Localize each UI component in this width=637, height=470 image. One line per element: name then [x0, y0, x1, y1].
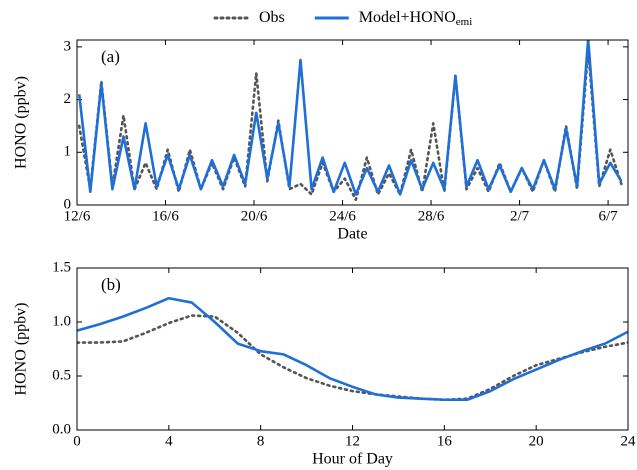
x-tick-label: 16/6 — [152, 208, 179, 224]
data-line — [77, 296, 628, 402]
legend-name: Obs — [259, 9, 285, 26]
x-axis-title: Hour of Day — [312, 451, 393, 468]
panel-label: (a) — [101, 47, 120, 66]
data-line — [77, 314, 628, 402]
x-tick-label: 8 — [257, 433, 265, 449]
data-line — [77, 40, 623, 196]
legend-label: Model+HONOemi — [359, 9, 473, 28]
x-axis-title: Date — [337, 226, 367, 243]
x-tick-label: 20 — [529, 433, 544, 449]
plot-frame — [76, 267, 629, 431]
x-tick-label: 24/6 — [329, 208, 356, 224]
legend-label: Obs — [259, 9, 285, 26]
x-tick-label: 2/7 — [510, 208, 530, 224]
legend-name: Model+HONO — [359, 9, 456, 26]
y-tick-label: 2 — [64, 91, 72, 107]
y-tick-label: 1.5 — [52, 259, 71, 275]
x-tick-label: 12 — [345, 433, 360, 449]
x-tick-label: 16 — [437, 433, 453, 449]
x-tick-label: 12/6 — [64, 208, 91, 224]
y-axis-title: HONO (ppbv) — [13, 76, 30, 169]
x-tick-label: 24 — [621, 433, 637, 449]
y-tick-label: 0.5 — [52, 367, 71, 383]
y-tick-label: 1.0 — [52, 313, 71, 329]
y-tick-label: 1 — [64, 144, 72, 160]
y-tick-label: 3 — [64, 38, 72, 54]
y-tick-label: 0.0 — [52, 421, 71, 437]
plot-frame — [76, 39, 629, 206]
legend-subscript: emi — [456, 16, 473, 28]
x-tick-label: 6/7 — [598, 208, 618, 224]
y-tick-label: 0 — [64, 196, 72, 212]
x-tick-label: 0 — [73, 433, 81, 449]
x-tick-label: 20/6 — [241, 208, 268, 224]
x-tick-label: 28/6 — [418, 208, 445, 224]
x-tick-label: 4 — [165, 433, 173, 449]
y-axis-title: HONO (ppbv) — [13, 303, 30, 396]
panel-label: (b) — [101, 275, 121, 294]
